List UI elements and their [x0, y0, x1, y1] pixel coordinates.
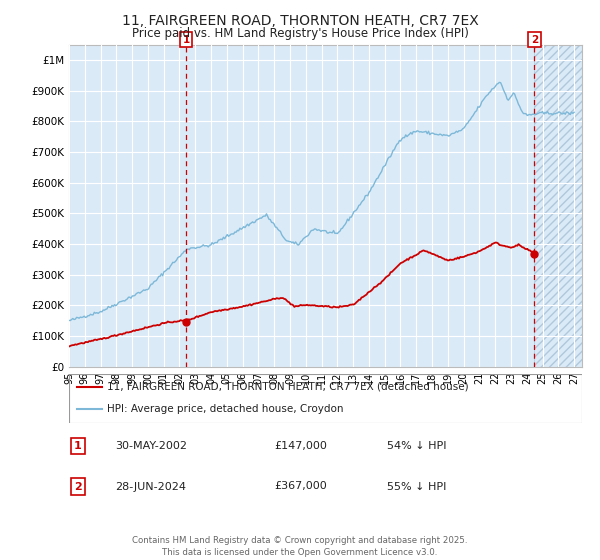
Bar: [535, 45, 582, 367]
Text: 55% ↓ HPI: 55% ↓ HPI: [387, 482, 446, 492]
Text: 2: 2: [74, 482, 82, 492]
Text: 1: 1: [74, 441, 82, 451]
Text: 54% ↓ HPI: 54% ↓ HPI: [387, 441, 446, 451]
Bar: [535, 45, 582, 367]
Text: 2: 2: [531, 35, 538, 45]
Text: 28-JUN-2024: 28-JUN-2024: [115, 482, 186, 492]
Text: Contains HM Land Registry data © Crown copyright and database right 2025.
This d: Contains HM Land Registry data © Crown c…: [132, 536, 468, 557]
Text: HPI: Average price, detached house, Croydon: HPI: Average price, detached house, Croy…: [107, 404, 344, 414]
Text: Price paid vs. HM Land Registry's House Price Index (HPI): Price paid vs. HM Land Registry's House …: [131, 27, 469, 40]
Text: £367,000: £367,000: [274, 482, 327, 492]
Text: 11, FAIRGREEN ROAD, THORNTON HEATH, CR7 7EX (detached house): 11, FAIRGREEN ROAD, THORNTON HEATH, CR7 …: [107, 382, 469, 392]
Text: 1: 1: [182, 35, 190, 45]
Text: 11, FAIRGREEN ROAD, THORNTON HEATH, CR7 7EX: 11, FAIRGREEN ROAD, THORNTON HEATH, CR7 …: [122, 14, 478, 28]
Text: 30-MAY-2002: 30-MAY-2002: [115, 441, 187, 451]
Text: £147,000: £147,000: [274, 441, 327, 451]
